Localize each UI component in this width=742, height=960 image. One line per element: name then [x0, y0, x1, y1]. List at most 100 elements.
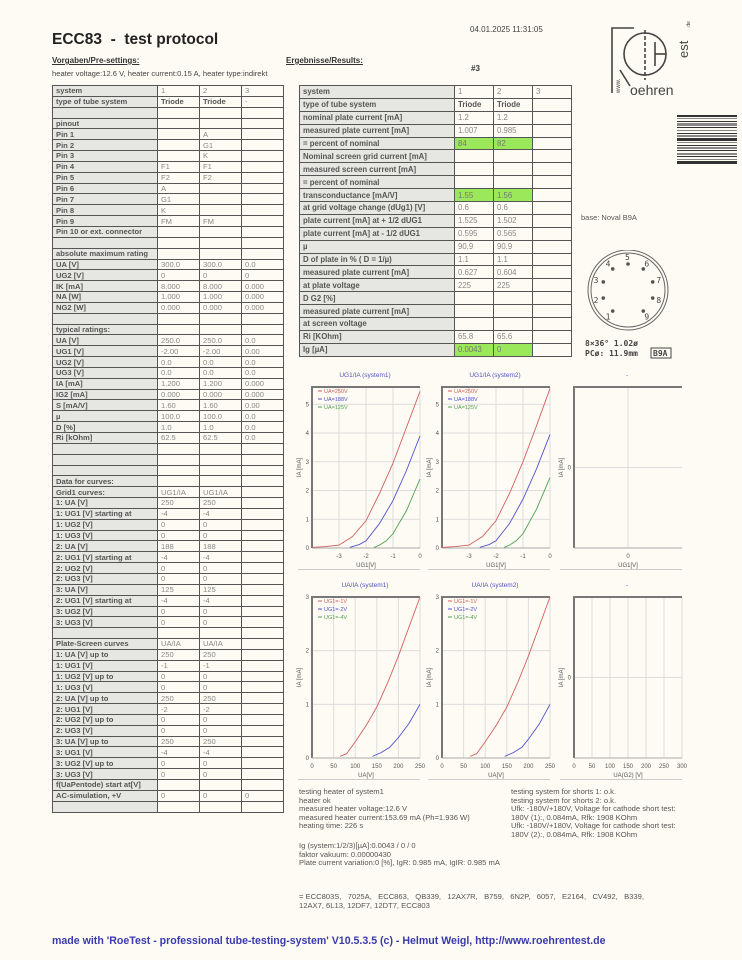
legend-entry: UA=125V: [454, 405, 478, 411]
row-label: Data for curves:: [52, 475, 158, 488]
cell-system-3: [532, 188, 572, 203]
x-tick-label: 50: [460, 764, 467, 770]
cell-system-2: 0.565: [493, 226, 533, 241]
row-label: = percent of nominal: [299, 136, 455, 151]
row-label: 2: UG2 [V] up to: [52, 713, 158, 726]
cell-system-1: -2: [157, 703, 200, 715]
row-label: UG3 [V]: [52, 366, 158, 379]
cell-system-1: [157, 800, 200, 813]
cell-system-3: 0.00: [241, 345, 284, 358]
cell-system-1: 0: [157, 269, 200, 282]
cell-system-3: 0.000: [241, 388, 284, 401]
cell-system-3: [241, 475, 284, 488]
cell-system-1: 1: [454, 85, 494, 99]
table-row: Pin 3 K: [52, 150, 284, 162]
cell-system-2: [199, 106, 242, 119]
cell-system-3: [241, 236, 284, 249]
table-row: D of plate in % ( D = 1/µ) 1.1 1.1: [299, 252, 572, 267]
cell-system-2: 0: [199, 616, 242, 629]
cell-system-3: 0.000: [241, 280, 284, 293]
chart-4: UA/IA (system1) 0 50 100 150 200 250 0 1 2 3 UA[V] I…: [297, 575, 426, 780]
row-label: µ: [299, 239, 455, 254]
cell-system-2: 0.604: [493, 265, 533, 280]
cell-system-1: [454, 175, 494, 190]
table-row: S [mA/V] 1.60 1.60 0.00: [52, 399, 284, 412]
cell-system-2: F1: [199, 160, 242, 173]
cell-system-3: [241, 692, 284, 705]
cell-system-3: [532, 136, 572, 151]
cell-system-1: 0: [157, 529, 200, 542]
table-row: UA [V] 250.0 250.0 0.0: [52, 334, 284, 347]
cell-system-3: 0: [241, 269, 284, 282]
x-tick-label: -2: [493, 554, 499, 560]
cell-system-3: 0.0: [241, 410, 284, 423]
heater-settings: heater voltage:12.6 V, heater current:0.…: [52, 69, 268, 78]
table-row: AC-simulation, +V 0 0 0: [52, 789, 284, 802]
cell-system-1: 0: [157, 616, 200, 629]
series-line: [339, 596, 421, 757]
cell-system-1: 0: [157, 789, 200, 802]
table-row: at grid voltage change (dUg1) [V] 0.6 0.6: [299, 201, 572, 215]
cell-system-1: [454, 162, 494, 177]
chart-6: - 0 50 100 150 200 250 300 0 UA(G2) [V] IA [mA]: [559, 575, 688, 780]
row-label: type of tube system: [52, 95, 158, 108]
cell-system-2: 0.985: [493, 123, 533, 138]
roehrentest-logo: oehren www. est .de: [611, 21, 692, 98]
table-row: IA [mA] 1.200 1.200 0.000: [52, 377, 284, 390]
legend-entry: UG1=-4V: [454, 615, 477, 621]
row-label: 1: UG2 [V]: [52, 518, 158, 531]
series-line: [503, 477, 551, 548]
table-row: UG3 [V] 0.0 0.0 0.0: [52, 366, 284, 379]
row-label: measured plate current [mA]: [299, 123, 455, 138]
cell-system-3: [532, 329, 572, 344]
y-tick-label: 0: [436, 756, 440, 762]
table-row: 2: UA [V] 188 188: [52, 540, 284, 553]
cell-system-1: F2: [157, 171, 200, 184]
cell-system-3: 0.0: [241, 258, 284, 271]
table-row: UG1 [V] -2.00 -2.00 0.00: [52, 345, 284, 358]
cell-system-2: [199, 800, 242, 813]
cell-system-3: [241, 583, 284, 596]
pin-number: 4: [606, 259, 611, 268]
x-tick-label: 0: [626, 554, 630, 560]
svg-text:oehren: oehren: [630, 82, 674, 98]
cell-system-2: [199, 225, 242, 238]
cell-system-2: UG1/IA: [199, 486, 242, 499]
cell-system-1: 0.0043: [454, 342, 494, 357]
row-label: S [mA/V]: [52, 399, 158, 412]
cell-system-2: [199, 247, 242, 260]
cell-system-3: [241, 562, 284, 574]
cell-system-1: 0.0: [157, 356, 200, 368]
row-label: system: [299, 85, 455, 99]
pin-number: 7: [656, 276, 661, 285]
row-label: at grid voltage change (dUg1) [V]: [299, 201, 455, 215]
table-row: type of tube system Triode Triode -: [52, 95, 284, 108]
row-label: 1: UG1 [V] starting at: [52, 507, 158, 520]
cell-system-3: [241, 768, 284, 780]
row-label: IA [mA]: [52, 377, 158, 390]
cell-system-2: 0: [199, 529, 242, 542]
cell-system-3: [241, 204, 284, 217]
cell-system-1: [157, 779, 200, 791]
cell-system-2: 250: [199, 648, 242, 661]
x-axis-label: UG1[V]: [356, 563, 376, 569]
y-tick-label: 3: [436, 595, 440, 601]
cell-system-1: 0.000: [157, 301, 200, 314]
row-label: transconductance [mA/V]: [299, 188, 455, 203]
row-label: UA [V]: [52, 258, 158, 271]
cell-system-1: A: [157, 182, 200, 195]
socket-pin: [650, 280, 655, 284]
cell-system-2: Triode: [199, 95, 242, 108]
base-type: base: Noval B9A: [581, 213, 637, 222]
row-label: 2: UG1 [V]: [52, 703, 158, 715]
table-row: UA [V] 300.0 300.0 0.0: [52, 258, 284, 271]
plot-frame: [311, 386, 420, 548]
cell-system-1: [157, 627, 200, 640]
y-tick-label: 1: [436, 702, 440, 708]
y-axis-label: IA [mA]: [559, 668, 565, 688]
cell-system-3: [241, 150, 284, 162]
y-tick-label: 2: [436, 489, 440, 495]
row-label: Ig [µA]: [299, 342, 455, 357]
x-tick-label: 200: [641, 764, 652, 770]
row-label: measured screen current [mA]: [299, 162, 455, 177]
